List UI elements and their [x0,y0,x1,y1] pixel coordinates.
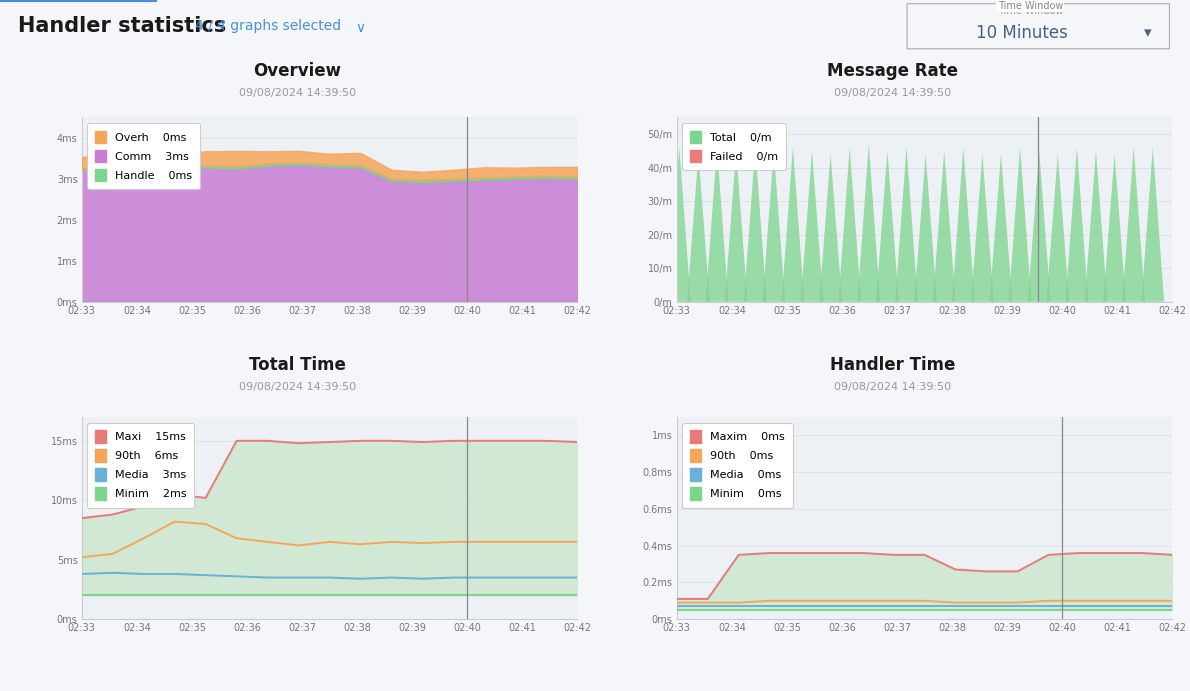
Polygon shape [895,147,917,302]
Text: ▾: ▾ [1145,26,1152,40]
Text: 4 / 4 graphs selected: 4 / 4 graphs selected [195,19,342,33]
Polygon shape [1084,151,1108,302]
Polygon shape [819,154,843,302]
Polygon shape [763,151,785,302]
Polygon shape [876,151,898,302]
Legend: Maxi    15ms, 90th    6ms, Media    3ms, Minim    2ms: Maxi 15ms, 90th 6ms, Media 3ms, Minim 2m… [87,423,194,508]
Text: 10 Minutes: 10 Minutes [976,23,1069,42]
Polygon shape [952,147,975,302]
Text: 09/08/2024 14:39:50: 09/08/2024 14:39:50 [834,88,951,98]
Text: 09/08/2024 14:39:50: 09/08/2024 14:39:50 [239,88,356,98]
Polygon shape [990,154,1013,302]
Text: Handler statistics: Handler statistics [18,16,226,36]
Polygon shape [858,144,881,302]
Polygon shape [933,151,956,302]
Legend: Maxim    0ms, 90th    0ms, Media    0ms, Minim    0ms: Maxim 0ms, 90th 0ms, Media 0ms, Minim 0m… [682,423,793,508]
Polygon shape [725,151,747,302]
Polygon shape [1046,154,1069,302]
Text: ∨: ∨ [355,21,365,35]
Text: 09/08/2024 14:39:50: 09/08/2024 14:39:50 [239,382,356,392]
Polygon shape [744,147,766,302]
Polygon shape [1028,151,1051,302]
Legend: Overh    0ms, Comm    3ms, Handle    0ms: Overh 0ms, Comm 3ms, Handle 0ms [87,123,200,189]
Text: Total Time: Total Time [249,356,346,374]
Polygon shape [838,147,862,302]
Polygon shape [1065,147,1088,302]
Text: Overview: Overview [253,62,342,80]
Polygon shape [706,147,728,302]
Polygon shape [914,154,937,302]
Text: Time Window: Time Window [997,6,1063,16]
Polygon shape [1122,147,1145,302]
Polygon shape [1009,147,1032,302]
Polygon shape [1141,147,1164,302]
Polygon shape [801,151,823,302]
Polygon shape [687,154,709,302]
Legend: Total    0/m, Failed    0/m: Total 0/m, Failed 0/m [682,123,785,170]
Polygon shape [1103,154,1126,302]
Text: 09/08/2024 14:39:50: 09/08/2024 14:39:50 [834,382,951,392]
Polygon shape [782,147,804,302]
Polygon shape [668,147,690,302]
Text: Message Rate: Message Rate [827,62,958,80]
Text: Handler Time: Handler Time [829,356,956,374]
Polygon shape [971,154,994,302]
Text: Time Window: Time Window [997,1,1063,11]
